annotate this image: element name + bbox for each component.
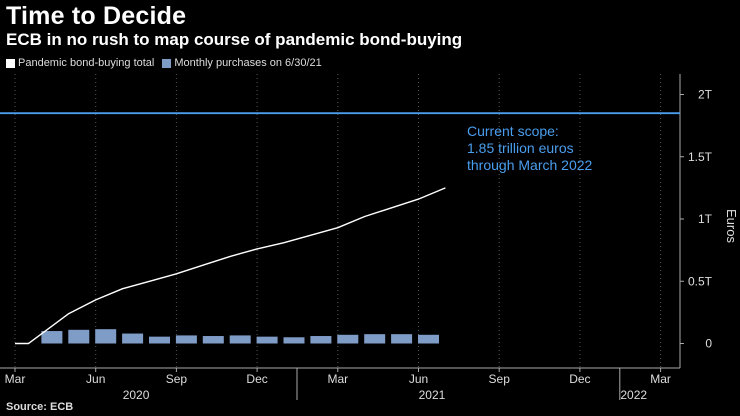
bar-monthly-purchase: [418, 334, 439, 344]
bar-monthly-purchase: [149, 336, 170, 344]
year-label: 2022: [620, 388, 647, 402]
line-total-bond-buying: [15, 187, 446, 345]
bar-monthly-purchase: [41, 331, 63, 344]
x-tick-label: Jun: [409, 372, 428, 386]
bar-monthly-purchase: [256, 336, 278, 344]
year-label: 2021: [419, 388, 446, 402]
bar-monthly-purchase: [95, 329, 117, 344]
year-label: 2020: [123, 388, 150, 402]
source-note: Source: ECB: [6, 401, 74, 413]
legend-swatch-total: [6, 58, 15, 68]
y-tick-label: 0.5T: [688, 274, 713, 288]
legend-item-monthly: Monthly purchases on 6/30/21: [162, 57, 322, 69]
bar-monthly-purchase: [229, 335, 251, 344]
bar-monthly-purchase: [122, 333, 144, 344]
bar-monthly-purchase: [68, 329, 90, 344]
bar-monthly-purchase: [391, 334, 413, 344]
bar-monthly-purchase: [202, 336, 224, 344]
y-tick-label: 0: [705, 337, 712, 351]
x-tick-label: Dec: [246, 372, 267, 386]
legend-label-monthly: Monthly purchases on 6/30/21: [174, 57, 322, 69]
y-axis-title: Euros: [724, 209, 739, 243]
annotation-line: 1.85 trillion euros: [467, 140, 574, 156]
y-tick-label: 1T: [698, 212, 713, 226]
chart-subtitle: ECB in no rush to map course of pandemic…: [6, 30, 463, 49]
bar-monthly-purchase: [364, 334, 386, 344]
annotation-line: Current scope:: [467, 123, 559, 139]
bar-monthly-purchase: [310, 336, 332, 344]
x-tick-label: Sep: [489, 372, 511, 386]
bar-monthly-purchase: [283, 337, 305, 344]
y-tick-label: 2T: [698, 88, 713, 102]
legend-swatch-monthly: [162, 58, 172, 68]
bar-monthly-purchase: [337, 334, 359, 344]
x-tick-label: Mar: [650, 372, 671, 386]
bar-monthly-purchase: [175, 335, 197, 344]
x-tick-label: Dec: [569, 372, 590, 386]
x-tick-label: Mar: [327, 372, 348, 386]
chart-title: Time to Decide: [6, 2, 187, 30]
x-tick-label: Mar: [5, 372, 26, 386]
legend-label-total: Pandemic bond-buying total: [18, 57, 155, 69]
x-tick-label: Sep: [166, 372, 188, 386]
x-tick-label: Jun: [86, 372, 105, 386]
annotation-line: through March 2022: [467, 157, 593, 173]
y-tick-label: 1.5T: [688, 150, 713, 164]
legend-item-total: Pandemic bond-buying total: [6, 57, 154, 69]
legend: Pandemic bond-buying total Monthly purch…: [6, 55, 330, 71]
